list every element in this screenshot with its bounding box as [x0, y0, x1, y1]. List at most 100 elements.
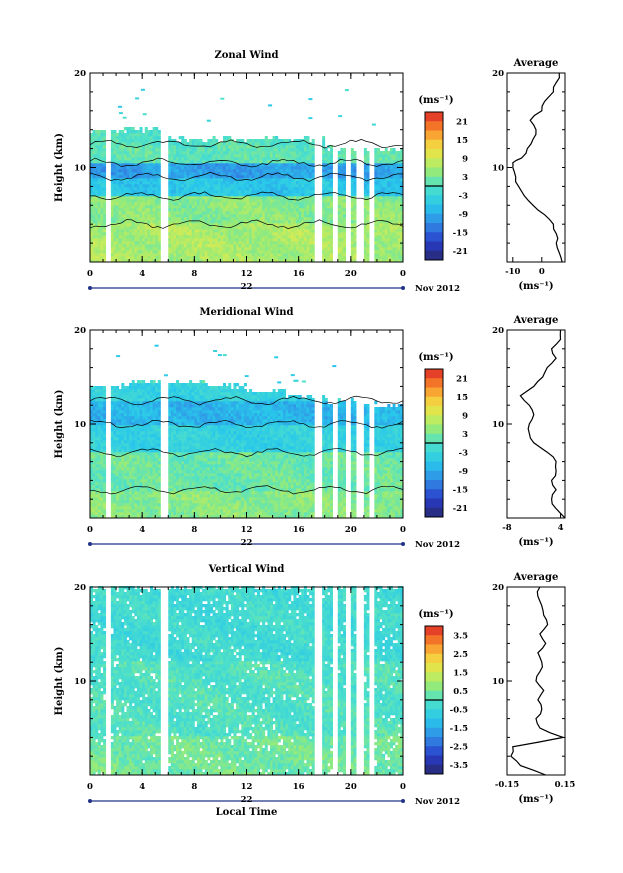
- heatmap-cell: [236, 169, 239, 172]
- heatmap-cell: [189, 139, 192, 142]
- heatmap-cell: [309, 154, 312, 157]
- heatmap-cell: [325, 232, 328, 235]
- heatmap-cell: [374, 208, 377, 211]
- heatmap-cell: [377, 154, 380, 157]
- heatmap-cell: [124, 446, 127, 449]
- heatmap-cell: [322, 214, 325, 217]
- colorbar-segment: [425, 177, 443, 187]
- heatmap-cell: [385, 232, 388, 235]
- heatmap-cell: [280, 247, 283, 250]
- heatmap-cell: [380, 226, 383, 229]
- heatmap-cell: [377, 232, 380, 235]
- heatmap-cell: [113, 220, 116, 223]
- heatmap-cell: [270, 139, 273, 142]
- heatmap-cell: [121, 181, 124, 184]
- heatmap-cell: [116, 190, 119, 193]
- heatmap-cell: [353, 256, 356, 259]
- heatmap-cell: [103, 244, 106, 247]
- heatmap-cell: [181, 169, 184, 172]
- heatmap-cell: [220, 193, 223, 196]
- heatmap-cell: [155, 130, 158, 133]
- heatmap-cell: [280, 169, 283, 172]
- heatmap-cell: [202, 151, 205, 154]
- heatmap-cell: [129, 512, 132, 515]
- heatmap-cell: [296, 205, 299, 208]
- heatmap-cell: [127, 470, 130, 473]
- heatmap-cell: [236, 211, 239, 214]
- heatmap-cell: [134, 238, 137, 241]
- heatmap-cell: [127, 256, 130, 259]
- heatmap-cell: [210, 256, 213, 259]
- heatmap-cell: [98, 467, 101, 470]
- heatmap-cell: [93, 229, 96, 232]
- heatmap-cell: [113, 193, 116, 196]
- heatmap-cell: [278, 166, 281, 169]
- heatmap-cell: [119, 461, 122, 464]
- heatmap-cell: [226, 157, 229, 160]
- heatmap-cell: [124, 169, 127, 172]
- heatmap-cell: [127, 413, 130, 416]
- heatmap-cell: [236, 154, 239, 157]
- heatmap-cell: [220, 169, 223, 172]
- heatmap-cell: [210, 190, 213, 193]
- heatmap-cell: [218, 211, 221, 214]
- heatmap-cell: [116, 431, 119, 434]
- heatmap-cell: [299, 244, 302, 247]
- heatmap-cell: [398, 181, 401, 184]
- heatmap-cell: [187, 247, 190, 250]
- heatmap-cell: [179, 160, 182, 163]
- heatmap-cell: [111, 142, 114, 145]
- heatmap-cell: [116, 494, 119, 497]
- heatmap-cell: [145, 130, 148, 133]
- heatmap-cell: [301, 199, 304, 202]
- heatmap-cell: [340, 178, 343, 181]
- heatmap-cell: [254, 139, 257, 142]
- heatmap-cell: [147, 229, 150, 232]
- heatmap-cell: [260, 202, 263, 205]
- heatmap-cell: [278, 184, 281, 187]
- heatmap-cell: [390, 241, 393, 244]
- heatmap-cell: [137, 223, 140, 226]
- heatmap-cell: [390, 226, 393, 229]
- heatmap-cell: [291, 253, 294, 256]
- heatmap-cell: [353, 166, 356, 169]
- heatmap-cell: [134, 196, 137, 199]
- heatmap-cell: [98, 256, 101, 259]
- heatmap-cell: [262, 226, 265, 229]
- heatmap-cell: [340, 148, 343, 151]
- heatmap-cell: [325, 166, 328, 169]
- heatmap-cell: [244, 235, 247, 238]
- heatmap-cell: [322, 160, 325, 163]
- heatmap-cell: [304, 166, 307, 169]
- heatmap-cell: [121, 199, 124, 202]
- heatmap-cell: [116, 256, 119, 259]
- heatmap-cell: [142, 133, 145, 136]
- heatmap-cell: [385, 148, 388, 151]
- heatmap-cell: [145, 220, 148, 223]
- heatmap-cell: [252, 205, 255, 208]
- panel-title: Zonal Wind: [214, 50, 278, 61]
- heatmap-cell: [364, 166, 367, 169]
- heatmap-cell: [103, 440, 106, 443]
- heatmap-cell: [312, 250, 315, 253]
- heatmap-cell: [353, 220, 356, 223]
- heatmap-cell: [103, 148, 106, 151]
- heatmap-cell: [197, 157, 200, 160]
- heatmap-cell: [168, 247, 171, 250]
- heatmap-cell: [395, 157, 398, 160]
- heatmap-cell: [312, 220, 315, 223]
- heatmap-cell: [327, 238, 330, 241]
- heatmap-cell: [322, 244, 325, 247]
- heatmap-cell: [134, 169, 137, 172]
- heatmap-cell: [192, 250, 195, 253]
- heatmap-cell: [374, 226, 377, 229]
- heatmap-cell: [213, 205, 216, 208]
- heatmap-cell: [124, 202, 127, 205]
- heatmap-cell: [202, 142, 205, 145]
- heatmap-cell: [176, 211, 179, 214]
- heatmap-cell: [95, 211, 98, 214]
- heatmap-cell: [187, 181, 190, 184]
- heatmap-cell: [98, 407, 101, 410]
- heatmap-cell: [325, 157, 328, 160]
- heatmap-cell: [93, 455, 96, 458]
